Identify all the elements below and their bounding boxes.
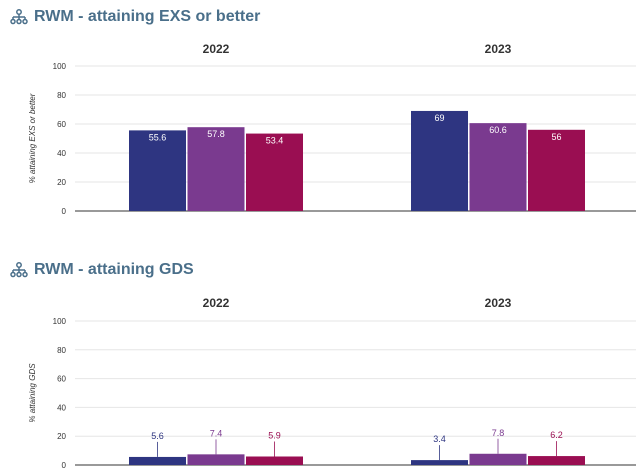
y-tick-label: 100 <box>53 62 67 71</box>
bar <box>528 456 585 465</box>
section-title-gds: RWM - attaining GDS <box>10 259 194 281</box>
y-axis-label: % attaining GDS <box>28 363 37 423</box>
y-tick-label: 40 <box>57 403 66 412</box>
data-label: 56 <box>551 132 561 142</box>
data-label: 57.8 <box>207 129 225 139</box>
section-title-exs: RWM - attaining EXS or better <box>10 6 260 28</box>
bar <box>129 130 186 211</box>
y-tick-label: 100 <box>53 317 67 326</box>
bar <box>246 133 303 211</box>
bar <box>469 453 527 465</box>
data-label: 7.4 <box>210 428 223 438</box>
bar <box>469 123 527 211</box>
data-label: 5.6 <box>151 431 164 441</box>
y-tick-label: 80 <box>57 91 66 100</box>
y-tick-label: 0 <box>62 461 67 470</box>
bar <box>187 127 245 211</box>
category-label: 2022 <box>203 296 230 310</box>
data-label: 55.6 <box>149 132 167 142</box>
y-tick-label: 60 <box>57 120 66 129</box>
bar <box>246 456 303 465</box>
bar <box>187 454 245 465</box>
hierarchy-icon <box>10 262 28 278</box>
bar <box>129 456 186 465</box>
y-tick-label: 20 <box>57 432 66 441</box>
data-label: 7.8 <box>492 428 505 438</box>
data-label: 5.9 <box>268 431 281 441</box>
data-label: 53.4 <box>266 136 284 146</box>
category-label: 2023 <box>485 296 512 310</box>
bar <box>411 460 468 465</box>
data-label: 60.6 <box>489 125 507 135</box>
y-axis-label: % attaining EXS or better <box>28 93 37 183</box>
data-label: 69 <box>434 113 444 123</box>
y-tick-label: 40 <box>57 149 66 158</box>
bar <box>411 110 468 211</box>
hierarchy-icon <box>10 9 28 25</box>
section-title-text: RWM - attaining GDS <box>34 261 194 278</box>
y-tick-label: 60 <box>57 375 66 384</box>
chart-gds: 0 20 40 60 80 100 % attaining GDS 2022 5.6 7.4 5.9… <box>28 296 636 470</box>
y-tick-label: 0 <box>62 207 67 216</box>
chart-exs: 0 20 40 60 80 100 % attaining EXS or better 202… <box>28 42 636 216</box>
data-label: 6.2 <box>550 430 563 440</box>
data-label: 3.4 <box>433 434 446 444</box>
category-label: 2022 <box>203 42 230 56</box>
y-tick-label: 80 <box>57 346 66 355</box>
y-tick-label: 20 <box>57 178 66 187</box>
bar <box>528 129 585 211</box>
category-label: 2023 <box>485 42 512 56</box>
section-title-text: RWM - attaining EXS or better <box>34 8 261 25</box>
